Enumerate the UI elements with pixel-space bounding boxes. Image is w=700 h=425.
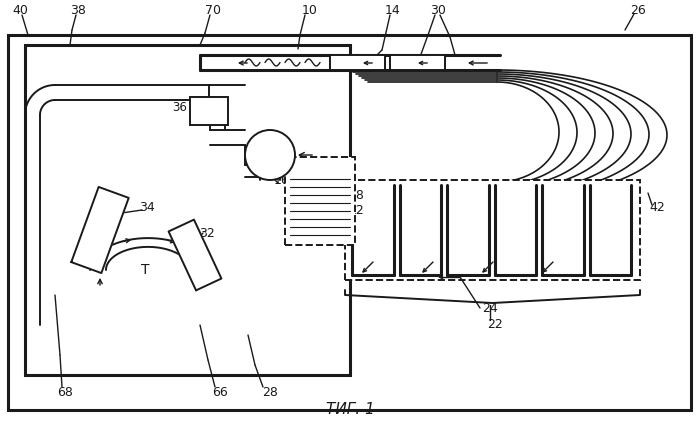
Text: 42: 42 xyxy=(649,201,665,213)
Text: 30: 30 xyxy=(430,3,446,17)
Polygon shape xyxy=(71,187,129,273)
Text: 32: 32 xyxy=(199,227,215,240)
Bar xyxy=(330,55,385,70)
Bar xyxy=(25,45,350,375)
Text: 18: 18 xyxy=(349,189,365,201)
Polygon shape xyxy=(169,220,221,290)
Text: 38: 38 xyxy=(70,3,86,17)
Text: 16: 16 xyxy=(274,173,290,187)
Bar xyxy=(8,35,691,410)
Text: 66: 66 xyxy=(212,386,228,399)
Text: T: T xyxy=(141,263,149,277)
Bar xyxy=(190,97,228,125)
Text: ΤИГ. 1: ΤИГ. 1 xyxy=(326,402,374,417)
Text: 20: 20 xyxy=(338,164,354,176)
Text: 24: 24 xyxy=(482,301,498,314)
Bar xyxy=(345,180,640,280)
Bar xyxy=(285,157,355,245)
Text: 26: 26 xyxy=(630,3,646,17)
Text: 12: 12 xyxy=(349,204,365,216)
Text: 68: 68 xyxy=(57,386,73,399)
Text: 14: 14 xyxy=(385,3,401,17)
Text: 36: 36 xyxy=(172,100,187,113)
Text: 34: 34 xyxy=(139,201,155,213)
Circle shape xyxy=(245,130,295,180)
Text: 70: 70 xyxy=(205,3,221,17)
Text: 28: 28 xyxy=(262,386,278,399)
Text: 40: 40 xyxy=(12,3,28,17)
Text: 22: 22 xyxy=(487,318,503,332)
Bar xyxy=(390,55,445,70)
Text: 10: 10 xyxy=(302,3,318,17)
